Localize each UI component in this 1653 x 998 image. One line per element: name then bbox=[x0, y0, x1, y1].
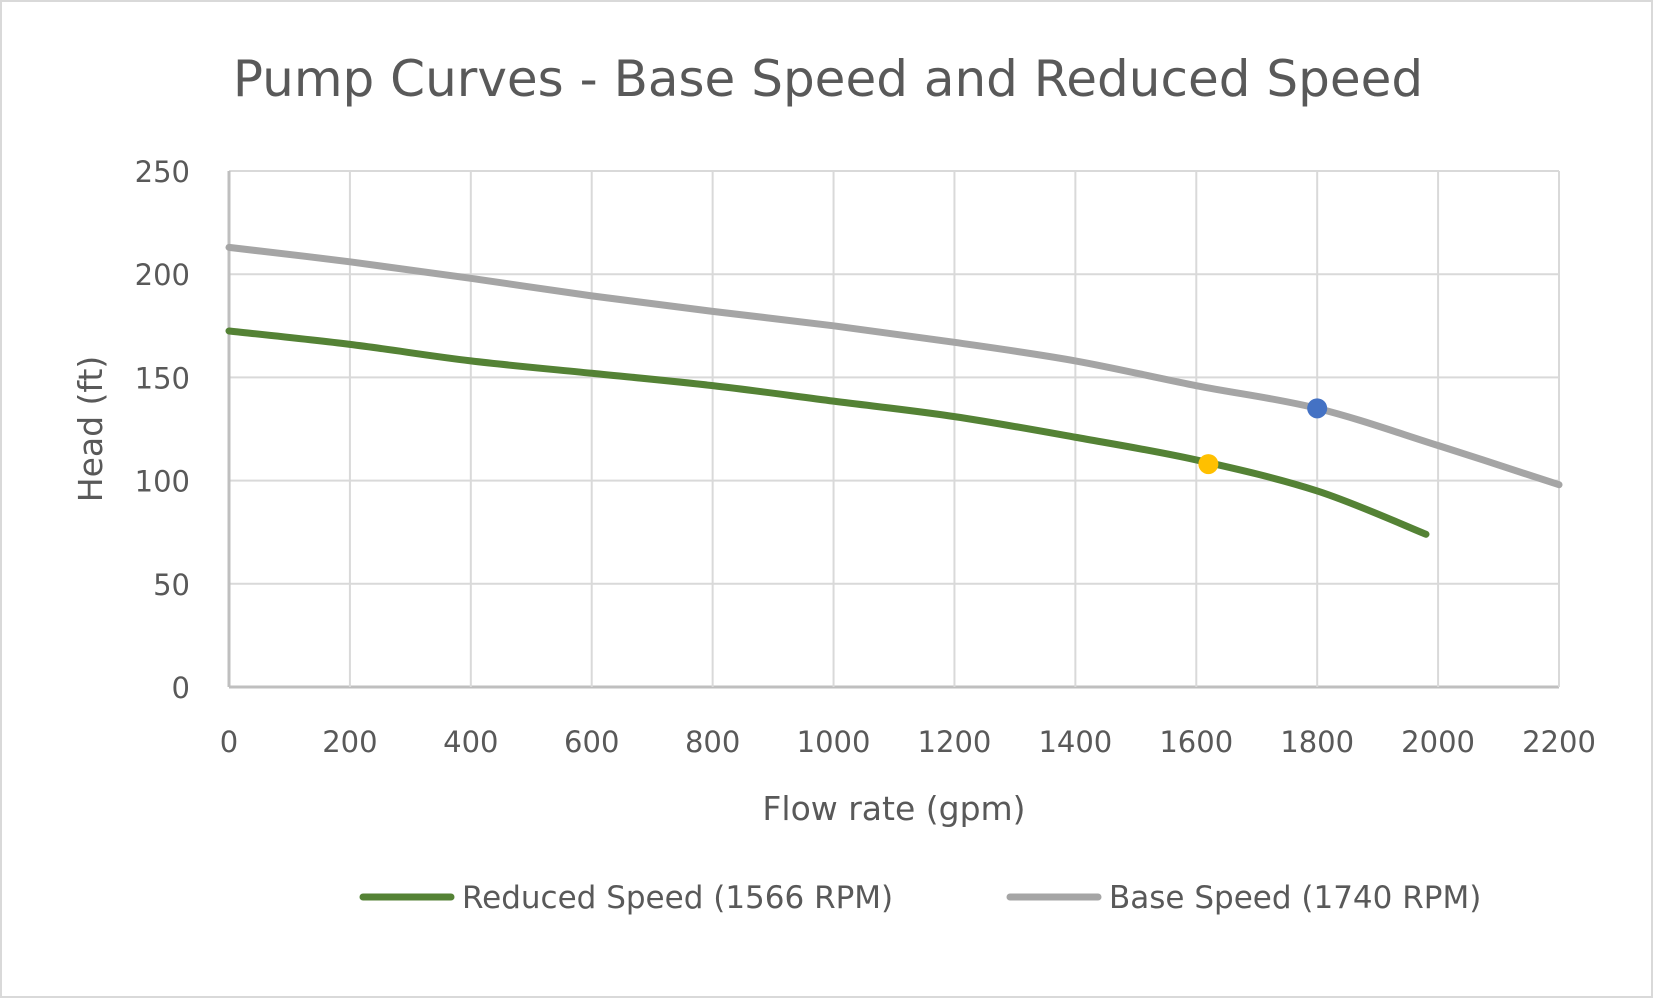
y-tick-label: 100 bbox=[135, 465, 190, 499]
y-tick-label: 250 bbox=[135, 155, 190, 189]
x-tick-label: 800 bbox=[685, 725, 740, 759]
legend: Reduced Speed (1566 RPM) Base Speed (1740… bbox=[359, 880, 1481, 916]
gridlines bbox=[227, 170, 1560, 689]
reduced-speed-line bbox=[225, 327, 1430, 538]
legend-item: Reduced Speed (1566 RPM) bbox=[359, 880, 893, 916]
chart-title: Pump Curves - Base Speed and Reduced Spe… bbox=[233, 50, 1423, 108]
x-axis-ticks: 0 200 400 600 800 1000 1200 1400 1600 1800 2000 220… bbox=[220, 725, 1596, 759]
y-axis-ticks: 0 50 100 150 200 250 bbox=[135, 155, 190, 705]
x-tick-label: 2200 bbox=[1522, 725, 1596, 759]
x-tick-label: 1400 bbox=[1038, 725, 1112, 759]
x-tick-label: 1600 bbox=[1159, 725, 1233, 759]
x-tick-label: 1000 bbox=[797, 725, 871, 759]
legend-item: Base Speed (1740 RPM) bbox=[1006, 880, 1481, 916]
y-tick-label: 50 bbox=[153, 568, 190, 602]
y-tick-label: 200 bbox=[135, 258, 190, 292]
x-axis-title: Flow rate (gpm) bbox=[762, 789, 1025, 828]
x-tick-label: 200 bbox=[322, 725, 377, 759]
operating-points bbox=[1198, 398, 1328, 475]
base-speed-line bbox=[225, 243, 1563, 489]
y-tick-label: 150 bbox=[135, 361, 190, 395]
base-speed-operating-point bbox=[1307, 398, 1328, 419]
x-tick-label: 0 bbox=[220, 725, 238, 759]
series-lines bbox=[225, 243, 1563, 538]
reduced-speed-operating-point bbox=[1198, 454, 1219, 475]
x-tick-label: 600 bbox=[564, 725, 619, 759]
y-axis-title: Head (ft) bbox=[71, 356, 110, 503]
x-tick-label: 2000 bbox=[1401, 725, 1475, 759]
legend-label: Base Speed (1740 RPM) bbox=[1109, 880, 1481, 916]
legend-label: Reduced Speed (1566 RPM) bbox=[462, 880, 893, 916]
y-tick-label: 0 bbox=[172, 671, 190, 705]
x-tick-label: 1200 bbox=[918, 725, 992, 759]
x-tick-label: 1800 bbox=[1280, 725, 1354, 759]
x-tick-label: 400 bbox=[443, 725, 498, 759]
